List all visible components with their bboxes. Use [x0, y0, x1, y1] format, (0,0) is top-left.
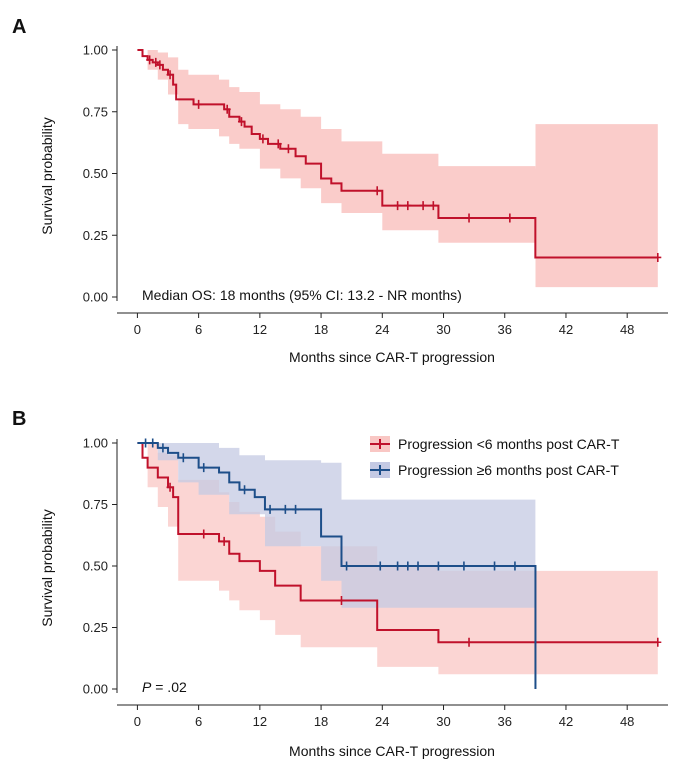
censor-mark-blue: [142, 438, 150, 448]
censor-mark-blue: [200, 463, 208, 473]
x-tick-label: 48: [620, 322, 634, 337]
censor-mark-red: [465, 637, 473, 647]
censor-mark-red: [152, 57, 160, 67]
censor-mark-red: [337, 595, 345, 605]
censor-mark-red: [259, 134, 267, 144]
y-tick-label: 0.50: [83, 166, 108, 181]
p-value-value: = .02: [151, 679, 187, 695]
y-tick-label: 0.75: [83, 497, 108, 512]
censor-mark-red: [156, 60, 164, 70]
x-tick-label: 30: [436, 322, 450, 337]
censor-mark-red: [404, 201, 412, 211]
x-tick-label: 0: [134, 714, 141, 729]
censor-mark-blue: [281, 504, 289, 514]
censor-mark-red: [654, 252, 662, 262]
x-tick-label: 0: [134, 322, 141, 337]
x-tick-label: 36: [498, 322, 512, 337]
x-tick-label: 36: [498, 714, 512, 729]
censor-mark-blue: [266, 504, 274, 514]
censor-mark-blue: [376, 561, 384, 571]
censor-mark-blue: [414, 561, 422, 571]
censor-mark-blue: [404, 561, 412, 571]
y-tick-label: 0.00: [83, 682, 108, 697]
x-tick-label: 6: [195, 714, 202, 729]
censor-mark-red: [429, 201, 437, 211]
censor-mark-red: [373, 186, 381, 196]
censor-mark-red: [166, 70, 174, 80]
y-tick-label: 1.00: [83, 43, 108, 58]
panel-letter-b: B: [12, 408, 26, 430]
legend-label-blue: Progression ≥6 months post CAR-T: [398, 462, 619, 478]
median-os-annotation: Median OS: 18 months (95% CI: 13.2 - NR …: [142, 287, 462, 303]
x-tick-label: 6: [195, 322, 202, 337]
censor-mark-blue: [159, 443, 167, 453]
axes: 0.00 0.25 0.50 0.75 1.00 0 6 12 18 24 30 36 42 48: [83, 43, 668, 337]
panel-a: A 0.00 0.25 0.50 0.75 1.00 0 6 12 18 24 30 36 42 48 S…: [12, 16, 668, 365]
x-tick-label: 18: [314, 322, 328, 337]
x-axis-label: Months since CAR-T progression: [289, 349, 495, 365]
censor-mark-blue: [434, 561, 442, 571]
x-tick-label: 18: [314, 714, 328, 729]
censor-mark-blue: [292, 504, 300, 514]
censor-mark-red: [506, 213, 514, 223]
x-tick-label: 48: [620, 714, 634, 729]
axes: 0.00 0.25 0.50 0.75 1.00 0 6 12 18 24 30 36 42 48: [83, 436, 668, 729]
x-tick-label: 12: [253, 322, 267, 337]
panel-letter-a: A: [12, 16, 26, 38]
censor-mark-red: [220, 536, 228, 546]
censor-mark-red: [237, 117, 245, 127]
legend-label-red: Progression <6 months post CAR-T: [398, 436, 620, 452]
censor-mark-red: [223, 104, 231, 114]
ci-bands: [137, 50, 658, 288]
censor-mark-blue: [179, 453, 187, 463]
censor-mark-red: [146, 55, 154, 65]
censor-mark-red: [200, 529, 208, 539]
y-tick-label: 0.25: [83, 620, 108, 635]
censor-mark-blue: [460, 561, 468, 571]
x-tick-label: 30: [436, 714, 450, 729]
censor-mark-red: [419, 201, 427, 211]
censor-mark-blue: [343, 561, 351, 571]
censor-mark-red: [654, 637, 662, 647]
p-value-annotation: P = .02: [142, 679, 187, 695]
censor-marks: [142, 438, 662, 647]
y-tick-label: 1.00: [83, 436, 108, 451]
censor-mark-blue: [394, 561, 402, 571]
censor-mark-red: [465, 213, 473, 223]
censor-marks: [146, 55, 662, 262]
censor-mark-red: [394, 201, 402, 211]
survival-line-blue: [137, 442, 537, 689]
x-tick-label: 42: [559, 714, 573, 729]
y-axis-label: Survival probability: [39, 117, 55, 235]
ci-band-red: [137, 50, 658, 288]
x-tick-label: 24: [375, 714, 389, 729]
y-tick-label: 0.75: [83, 104, 108, 119]
y-axis-label: Survival probability: [39, 509, 55, 627]
y-tick-label: 0.50: [83, 559, 108, 574]
y-tick-label: 0.00: [83, 290, 108, 305]
x-tick-label: 12: [253, 714, 267, 729]
p-value-symbol: P: [142, 679, 152, 695]
legend: Progression <6 months post CAR-T Progres…: [370, 436, 620, 478]
censor-mark-blue: [149, 438, 157, 448]
panel-b: B 0.00 0.25 0.50 0.75 1.00 0 6 12 18 24 30 36 42 48 S…: [12, 408, 668, 759]
censor-mark-red: [284, 144, 292, 154]
censor-mark-red: [166, 482, 174, 492]
censor-mark-blue: [491, 561, 499, 571]
y-tick-label: 0.25: [83, 228, 108, 243]
censor-mark-red: [195, 99, 203, 109]
x-tick-label: 42: [559, 322, 573, 337]
ci-band-red: [137, 443, 658, 675]
censor-mark-red: [274, 139, 282, 149]
x-tick-label: 24: [375, 322, 389, 337]
censor-mark-blue: [511, 561, 519, 571]
x-axis-label: Months since CAR-T progression: [289, 743, 495, 759]
censor-mark-blue: [241, 485, 249, 495]
